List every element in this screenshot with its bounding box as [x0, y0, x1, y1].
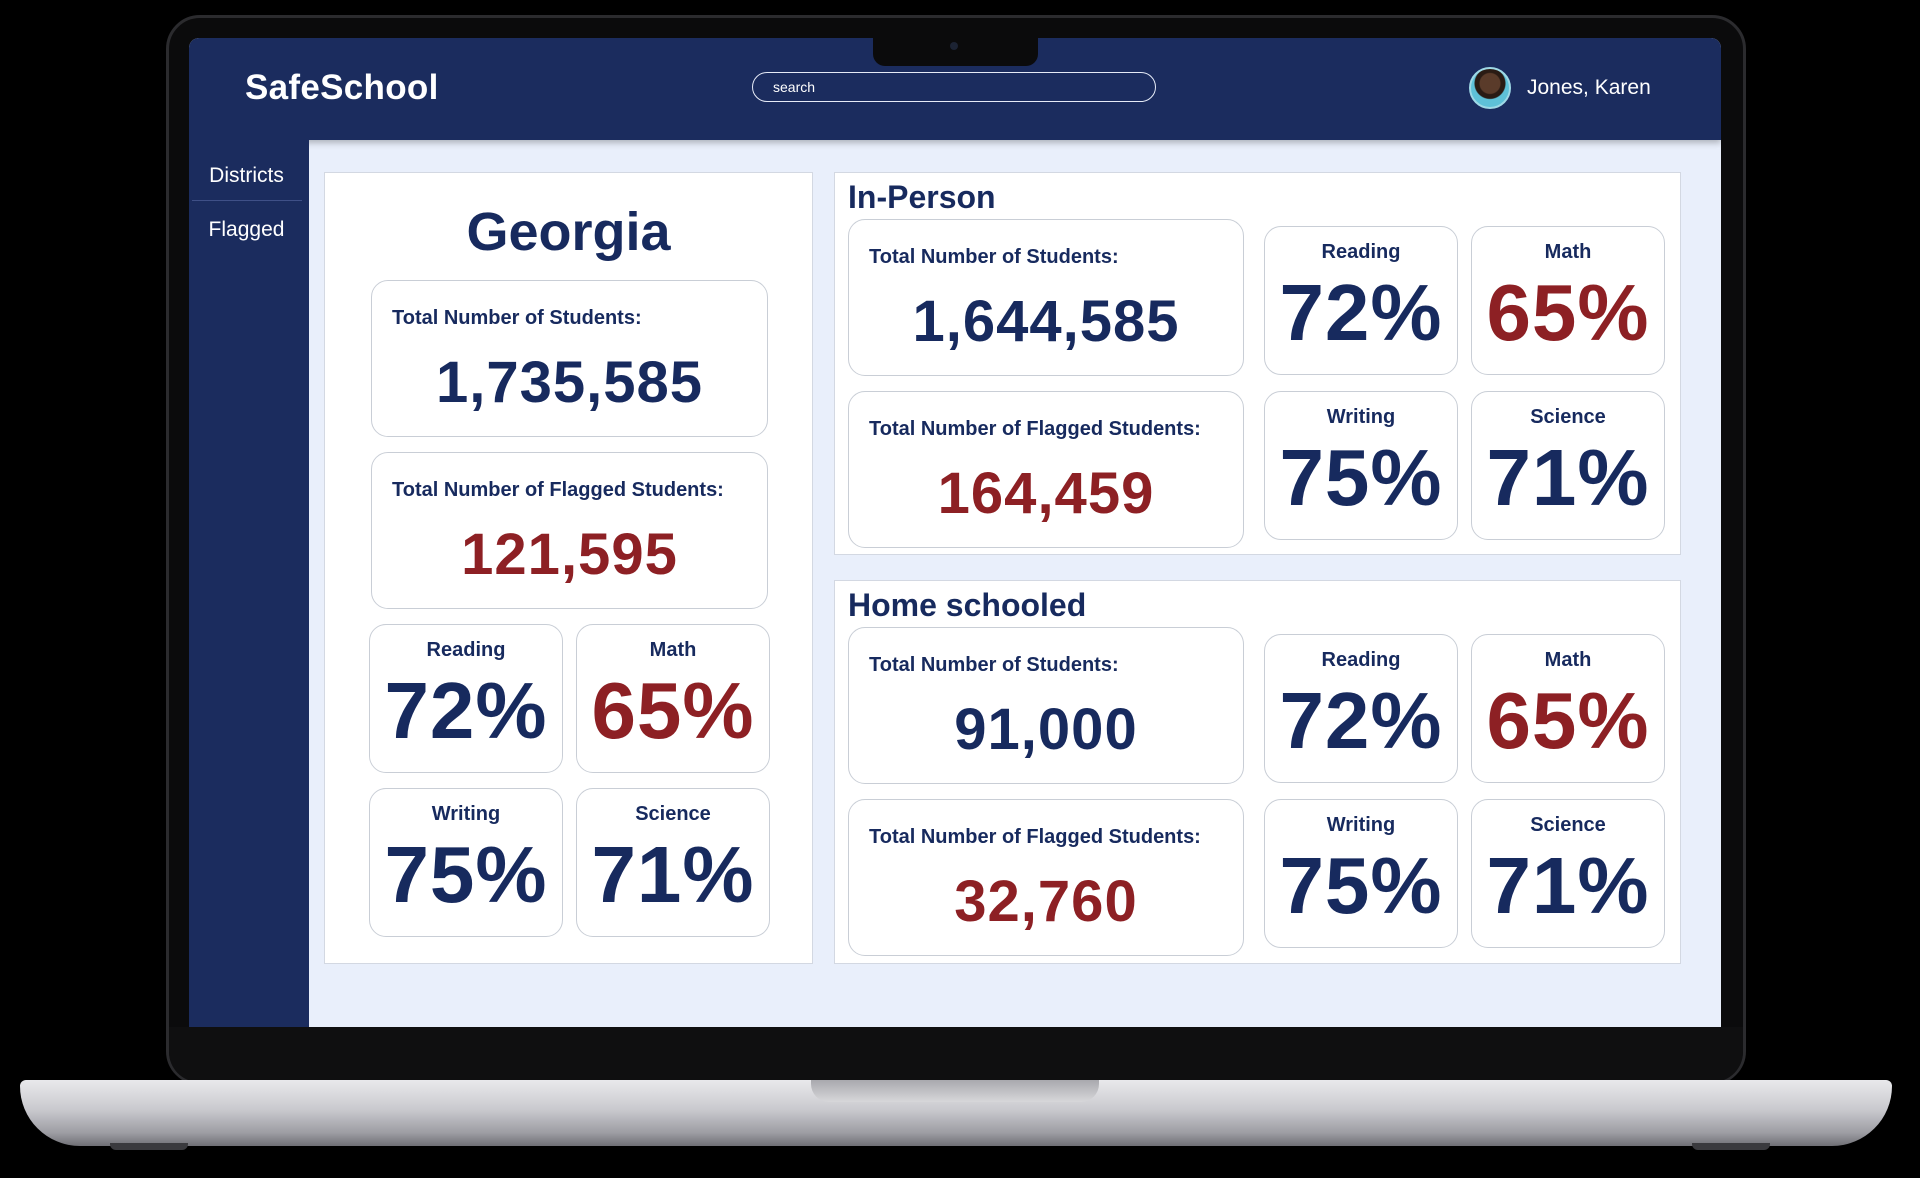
sidebar: Districts Flagged	[189, 140, 309, 1027]
metric-card-science[interactable]: Science 71%	[1471, 391, 1665, 540]
flagged-students-value: 121,595	[461, 522, 678, 587]
flagged-students-label: Total Number of Flagged Students:	[869, 826, 1201, 848]
metric-label: Reading	[426, 639, 506, 661]
metric-label: Math	[1544, 649, 1592, 671]
user-menu[interactable]: Jones, Karen	[1469, 67, 1651, 109]
laptop-foot-left	[110, 1143, 188, 1150]
metric-label: Writing	[1326, 814, 1396, 836]
state-summary-panel: Georgia Total Number of Students: 1,735,…	[324, 172, 813, 964]
metric-label: Writing	[431, 803, 501, 825]
metric-card-math[interactable]: Math 65%	[1471, 634, 1665, 783]
metric-card-reading[interactable]: Reading 72%	[1264, 634, 1458, 783]
total-students-card[interactable]: Total Number of Students: 1,735,585	[371, 280, 768, 437]
metric-value: 71%	[1486, 433, 1650, 522]
metric-value: 65%	[591, 666, 755, 755]
flagged-students-card[interactable]: Total Number of Flagged Students: 121,59…	[371, 452, 768, 609]
metric-card-math[interactable]: Math 65%	[576, 624, 770, 773]
app-logo[interactable]: SafeSchool	[245, 68, 439, 107]
metric-value: 75%	[1279, 433, 1443, 522]
search-input[interactable]	[752, 72, 1156, 102]
total-students-label: Total Number of Students:	[869, 654, 1119, 676]
metric-value: 75%	[384, 830, 548, 919]
sidebar-item-flagged[interactable]: Flagged	[208, 218, 285, 241]
metric-card-writing[interactable]: Writing 75%	[1264, 799, 1458, 948]
camera-icon	[950, 42, 958, 50]
flagged-students-label: Total Number of Flagged Students:	[869, 418, 1201, 440]
metric-label: Writing	[1326, 406, 1396, 428]
total-students-label: Total Number of Students:	[392, 307, 642, 329]
metric-value: 75%	[1279, 841, 1443, 930]
total-students-value: 1,735,585	[435, 350, 704, 415]
metric-value: 71%	[591, 830, 755, 919]
metric-card-science[interactable]: Science 71%	[576, 788, 770, 937]
flagged-students-value: 164,459	[937, 461, 1155, 526]
metric-label: Science	[1530, 406, 1606, 428]
avatar[interactable]	[1469, 67, 1511, 109]
laptop-foot-right	[1692, 1143, 1770, 1150]
home-schooled-panel: Home schooled Total Number of Students: …	[834, 580, 1681, 964]
metric-label: Science	[635, 803, 711, 825]
metric-card-reading[interactable]: Reading 72%	[1264, 226, 1458, 375]
total-students-card[interactable]: Total Number of Students: 1,644,585	[848, 219, 1244, 376]
metric-card-science[interactable]: Science 71%	[1471, 799, 1665, 948]
flagged-students-value: 32,760	[954, 869, 1138, 934]
metric-card-writing[interactable]: Writing 75%	[1264, 391, 1458, 540]
total-students-card[interactable]: Total Number of Students: 91,000	[848, 627, 1244, 784]
section-title: In-Person	[848, 179, 996, 215]
state-title: Georgia	[466, 202, 671, 262]
metric-value: 72%	[384, 666, 548, 755]
metric-label: Science	[1530, 814, 1606, 836]
metric-label: Math	[1544, 241, 1592, 263]
laptop-base-notch	[811, 1080, 1099, 1102]
metric-card-writing[interactable]: Writing 75%	[369, 788, 563, 937]
sidebar-item-districts[interactable]: Districts	[209, 164, 284, 187]
metric-value: 65%	[1486, 676, 1650, 765]
flagged-students-label: Total Number of Flagged Students:	[392, 479, 724, 501]
metric-value: 72%	[1279, 268, 1443, 357]
user-name: Jones, Karen	[1527, 76, 1651, 99]
metric-label: Reading	[1321, 241, 1401, 263]
total-students-value: 91,000	[954, 697, 1138, 762]
metric-value: 71%	[1486, 841, 1650, 930]
laptop-chin	[169, 1027, 1743, 1082]
sidebar-divider	[192, 200, 302, 201]
in-person-panel: In-Person Total Number of Students: 1,64…	[834, 172, 1681, 555]
metric-label: Math	[649, 639, 697, 661]
app-screen: SafeSchool Jones, Karen Districts Flagge…	[189, 38, 1721, 1027]
flagged-students-card[interactable]: Total Number of Flagged Students: 32,760	[848, 799, 1244, 956]
metric-card-reading[interactable]: Reading 72%	[369, 624, 563, 773]
metric-label: Reading	[1321, 649, 1401, 671]
total-students-label: Total Number of Students:	[869, 246, 1119, 268]
section-title: Home schooled	[848, 587, 1087, 623]
metric-value: 65%	[1486, 268, 1650, 357]
flagged-students-card[interactable]: Total Number of Flagged Students: 164,45…	[848, 391, 1244, 548]
metric-card-math[interactable]: Math 65%	[1471, 226, 1665, 375]
total-students-value: 1,644,585	[912, 289, 1180, 354]
metric-value: 72%	[1279, 676, 1443, 765]
